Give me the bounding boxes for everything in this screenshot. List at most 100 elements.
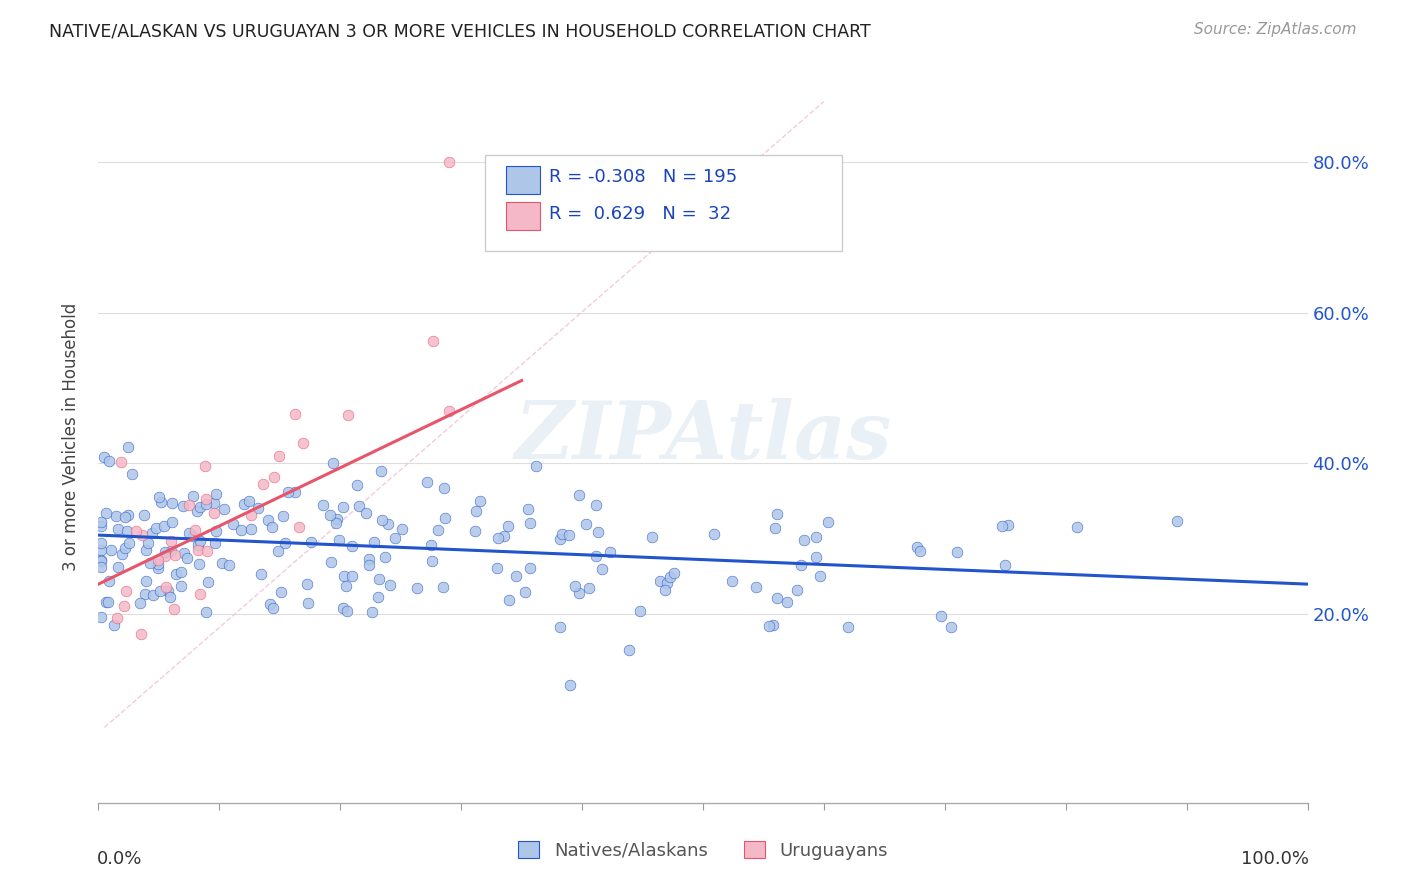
Natives/Alaskans (564, 579, 586, 593)
Natives/Alaskans (321, 555, 343, 569)
Natives/Alaskans (149, 495, 172, 509)
Natives/Alaskans (114, 541, 136, 555)
Text: ZIPAtlas: ZIPAtlas (515, 399, 891, 475)
Natives/Alaskans (190, 500, 212, 514)
Uruguayans (437, 154, 460, 169)
Uruguayans (269, 449, 291, 463)
Natives/Alaskans (156, 584, 179, 599)
Natives/Alaskans (173, 546, 195, 560)
Natives/Alaskans (361, 605, 384, 619)
Natives/Alaskans (129, 596, 152, 610)
Natives/Alaskans (135, 542, 157, 557)
Natives/Alaskans (929, 609, 952, 624)
Natives/Alaskans (142, 588, 165, 602)
Natives/Alaskans (141, 526, 163, 541)
Natives/Alaskans (391, 522, 413, 536)
Natives/Alaskans (121, 467, 143, 482)
Natives/Alaskans (426, 523, 449, 537)
Natives/Alaskans (720, 574, 742, 589)
Natives/Alaskans (205, 524, 228, 538)
Natives/Alaskans (658, 570, 681, 584)
Natives/Alaskans (837, 620, 859, 634)
Natives/Alaskans (703, 527, 725, 541)
Natives/Alaskans (908, 544, 931, 558)
Natives/Alaskans (786, 582, 808, 597)
Natives/Alaskans (117, 441, 139, 455)
Uruguayans (437, 404, 460, 418)
Natives/Alaskans (340, 568, 363, 582)
Uruguayans (187, 543, 209, 558)
Natives/Alaskans (763, 521, 786, 535)
Uruguayans (112, 599, 135, 613)
Natives/Alaskans (90, 610, 112, 624)
Natives/Alaskans (804, 530, 827, 544)
Natives/Alaskans (371, 513, 394, 527)
Natives/Alaskans (117, 508, 139, 523)
Uruguayans (188, 587, 211, 601)
Natives/Alaskans (991, 518, 1014, 533)
Natives/Alaskans (118, 535, 141, 549)
Natives/Alaskans (197, 575, 219, 590)
Natives/Alaskans (114, 510, 136, 524)
Natives/Alaskans (568, 488, 591, 502)
Natives/Alaskans (432, 580, 454, 594)
Uruguayans (263, 469, 285, 483)
Uruguayans (110, 454, 132, 468)
Natives/Alaskans (333, 569, 356, 583)
Natives/Alaskans (468, 494, 491, 508)
Natives/Alaskans (138, 556, 160, 570)
Uruguayans (194, 458, 217, 473)
Uruguayans (202, 507, 225, 521)
Y-axis label: 3 or more Vehicles in Household: 3 or more Vehicles in Household (62, 303, 80, 571)
Natives/Alaskans (628, 604, 651, 618)
Natives/Alaskans (762, 618, 785, 632)
Natives/Alaskans (336, 604, 359, 618)
Natives/Alaskans (524, 458, 547, 473)
Natives/Alaskans (328, 533, 350, 547)
Natives/Alaskans (177, 525, 200, 540)
Uruguayans (195, 492, 218, 507)
Natives/Alaskans (648, 574, 671, 589)
Natives/Alaskans (274, 536, 297, 550)
Uruguayans (183, 523, 205, 537)
Uruguayans (336, 408, 359, 422)
Natives/Alaskans (568, 585, 591, 599)
Natives/Alaskans (159, 590, 181, 604)
Natives/Alaskans (505, 568, 527, 582)
Uruguayans (165, 548, 187, 562)
Natives/Alaskans (299, 535, 322, 549)
Natives/Alaskans (222, 516, 245, 531)
Natives/Alaskans (558, 528, 581, 542)
Uruguayans (195, 544, 218, 558)
Text: R =  0.629   N =  32: R = 0.629 N = 32 (550, 205, 731, 223)
Natives/Alaskans (259, 597, 281, 611)
Natives/Alaskans (905, 541, 928, 555)
Uruguayans (115, 583, 138, 598)
Natives/Alaskans (146, 560, 169, 574)
Natives/Alaskans (654, 582, 676, 597)
Uruguayans (129, 627, 152, 641)
Natives/Alaskans (188, 534, 211, 549)
Natives/Alaskans (817, 515, 839, 529)
Natives/Alaskans (204, 536, 226, 550)
Natives/Alaskans (776, 595, 799, 609)
Natives/Alaskans (134, 508, 156, 522)
Natives/Alaskans (806, 549, 828, 564)
Natives/Alaskans (90, 516, 112, 530)
Natives/Alaskans (297, 577, 319, 591)
Natives/Alaskans (172, 500, 194, 514)
Natives/Alaskans (641, 530, 664, 544)
Natives/Alaskans (374, 549, 396, 564)
Natives/Alaskans (187, 557, 209, 571)
Natives/Alaskans (104, 508, 127, 523)
Natives/Alaskans (519, 516, 541, 530)
Natives/Alaskans (117, 524, 139, 539)
Uruguayans (155, 580, 177, 594)
Natives/Alaskans (153, 545, 176, 559)
Natives/Alaskans (100, 542, 122, 557)
Natives/Alaskans (145, 521, 167, 535)
Natives/Alaskans (233, 497, 256, 511)
Natives/Alaskans (94, 507, 117, 521)
Natives/Alaskans (98, 574, 121, 588)
Natives/Alaskans (218, 558, 240, 572)
